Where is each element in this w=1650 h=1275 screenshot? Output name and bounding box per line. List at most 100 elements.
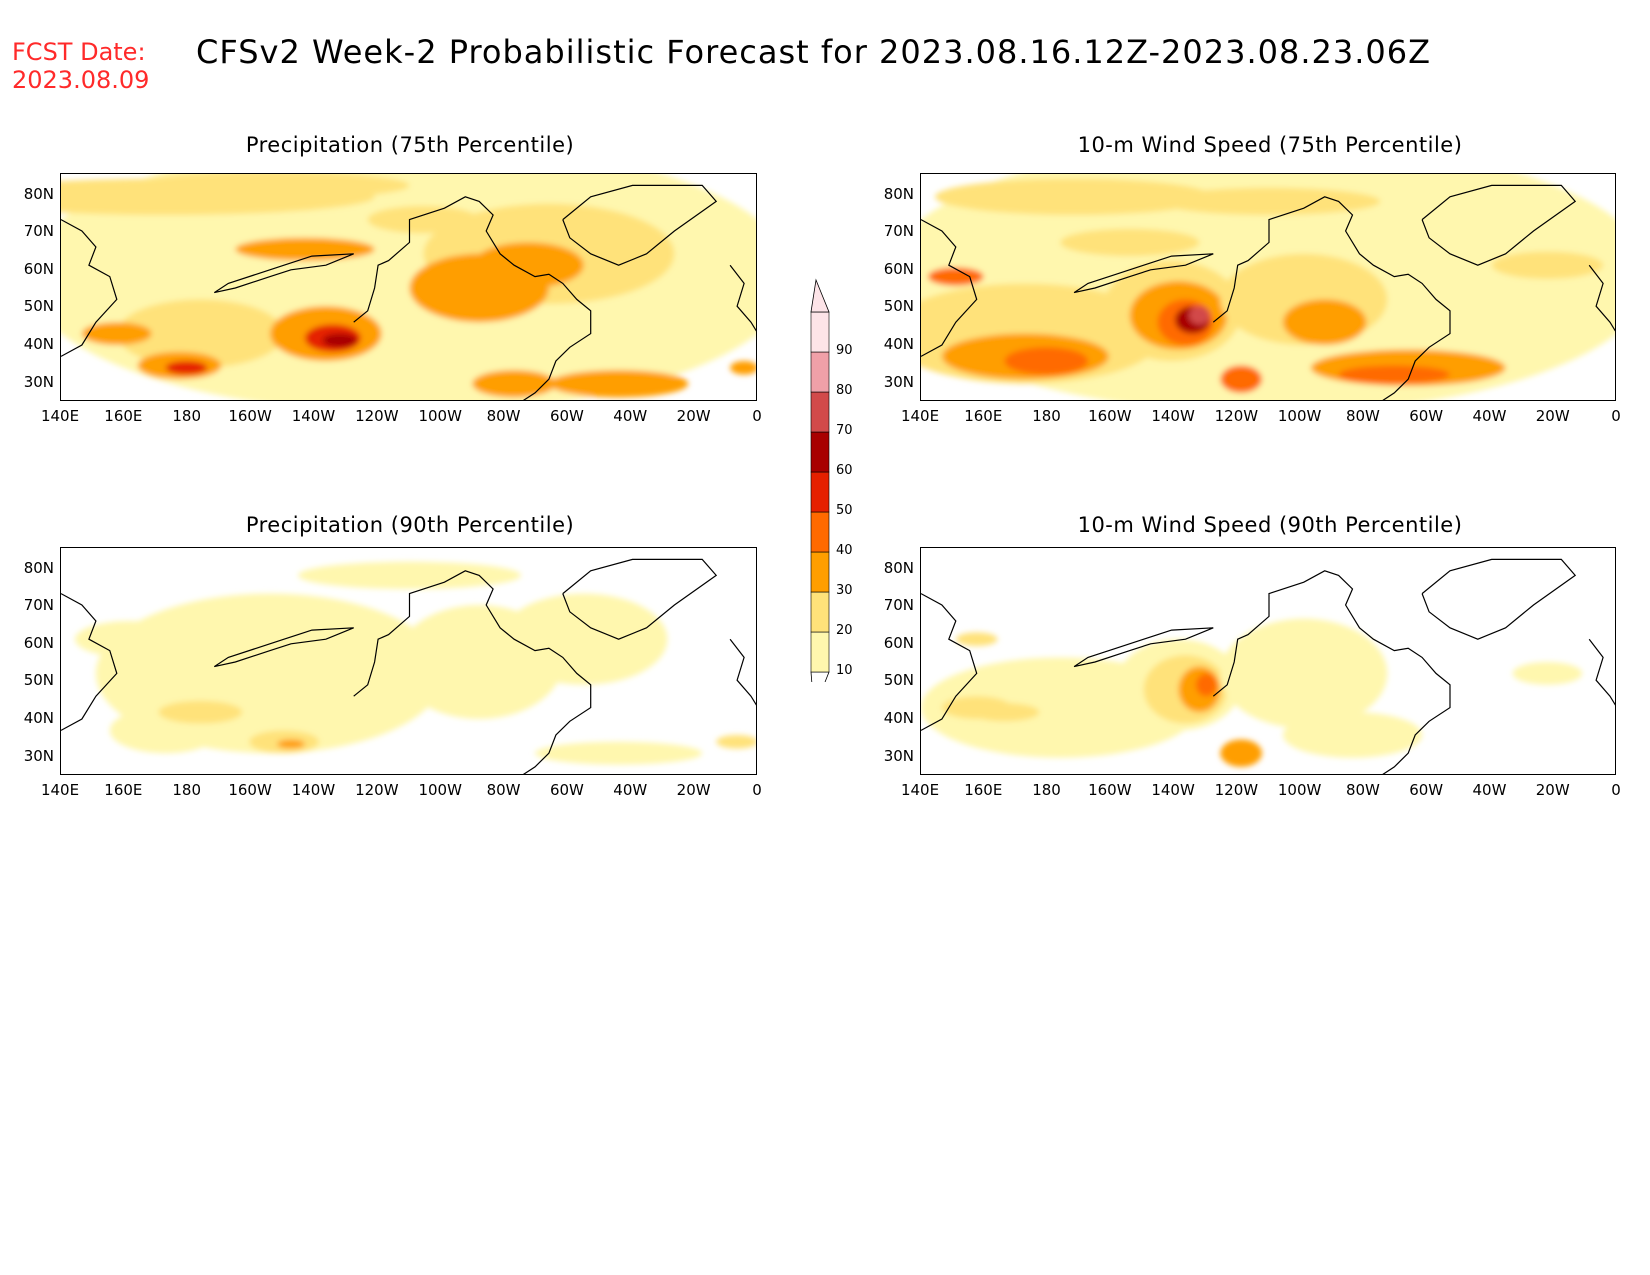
lon-tick-label: 0 xyxy=(752,407,762,425)
coastline xyxy=(213,253,354,294)
lon-tick-label: 120W xyxy=(1214,407,1259,425)
probability-contour xyxy=(81,322,152,345)
panel-title-precip-90: Precipitation (90th Percentile) xyxy=(245,513,575,537)
coastline xyxy=(1073,627,1214,668)
lat-tick-label: 70N xyxy=(23,222,54,241)
lon-tick-label: 80W xyxy=(1345,781,1380,799)
colorbar-label: 10 xyxy=(836,663,853,678)
coastline xyxy=(61,593,118,731)
lon-tick-label: 40W xyxy=(613,407,648,425)
coastline xyxy=(1421,558,1577,640)
coastline xyxy=(353,570,592,774)
probability-contour xyxy=(74,620,187,658)
lon-tick-label: 160E xyxy=(104,407,143,425)
lon-tick-label: 100W xyxy=(418,407,462,425)
lon-tick-label: 120W xyxy=(1214,781,1259,799)
coastline xyxy=(921,219,978,357)
lat-tick-label: 50N xyxy=(883,671,914,690)
map-canvas xyxy=(921,558,1615,774)
probability-contour xyxy=(548,370,689,398)
lon-tick-label: 140E xyxy=(40,407,80,425)
probability-contour xyxy=(534,741,703,765)
lon-tick-label: 180 xyxy=(1032,407,1061,425)
colorbar-label: 40 xyxy=(836,543,853,558)
panel-title-wind-75: 10-m Wind Speed (75th Percentile) xyxy=(1077,133,1463,157)
lon-tick-label: 180 xyxy=(172,407,202,425)
probability-contour xyxy=(1195,673,1217,697)
coastline xyxy=(1212,570,1451,774)
probability-contour xyxy=(130,174,410,200)
probability-contour xyxy=(472,242,584,288)
lon-tick-label: 160E xyxy=(964,407,1003,425)
lat-tick-label: 30N xyxy=(23,372,54,391)
probability-contour xyxy=(1512,662,1583,685)
lat-tick-label: 60N xyxy=(883,633,914,652)
lat-tick-label: 60N xyxy=(23,633,54,652)
panel-title-precip-75: Precipitation (75th Percentile) xyxy=(245,133,575,157)
lon-tick-label: 20W xyxy=(676,407,711,425)
lat-tick-label: 80N xyxy=(883,184,914,203)
colorbar: 10 20 30 40 50 60 70 80 90 xyxy=(810,272,880,711)
lat-tick-label: 80N xyxy=(23,558,54,577)
page-title: CFSv2 Week-2 Probabilistic Forecast for … xyxy=(196,33,1432,71)
lon-tick-label: 180 xyxy=(1032,781,1061,799)
forecast-date: FCST Date: 2023.08.09 xyxy=(12,38,149,94)
lon-tick-label: 60W xyxy=(549,781,584,799)
probability-contour xyxy=(297,561,522,590)
lon-tick-label: 120W xyxy=(355,407,399,425)
lon-tick-label: 80W xyxy=(486,781,521,799)
lat-tick-label: 30N xyxy=(883,372,914,391)
lon-tick-label: 140W xyxy=(291,781,336,799)
lon-tick-label: 160E xyxy=(104,781,143,799)
lon-tick-label: 60W xyxy=(549,407,584,425)
colorbar-segment xyxy=(810,511,830,553)
lat-tick-label: 40N xyxy=(883,335,914,353)
colorbar-segment xyxy=(810,351,830,393)
lon-tick-label: 100W xyxy=(1277,407,1322,425)
colorbar-segment xyxy=(810,311,830,353)
colorbar-segment xyxy=(810,391,830,433)
lon-tick-label: 140E xyxy=(900,781,940,799)
lat-tick-label: 70N xyxy=(23,596,54,615)
map-precip-75 xyxy=(60,173,757,401)
probability-contour xyxy=(955,632,998,647)
lon-tick-label: 140E xyxy=(900,407,940,425)
coastline xyxy=(353,196,592,400)
colorbar-segment xyxy=(810,471,830,513)
lat-tick-label: 70N xyxy=(883,222,914,241)
lon-tick-label: 100W xyxy=(1277,781,1322,799)
colorbar-label: 90 xyxy=(836,343,853,358)
lon-tick-label: 100W xyxy=(418,781,462,799)
coastline xyxy=(921,593,978,731)
map-wind-75 xyxy=(920,173,1616,401)
lon-tick-label: 40W xyxy=(1472,781,1507,799)
probability-contour xyxy=(730,360,756,375)
lon-tick-label: 40W xyxy=(613,781,648,799)
coastline xyxy=(1588,638,1615,706)
lon-tick-label: 20W xyxy=(676,781,711,799)
map-wind-90 xyxy=(920,547,1616,775)
lat-tick-label: 30N xyxy=(23,746,54,765)
probability-contour xyxy=(1220,365,1263,393)
lon-tick-label: 160W xyxy=(228,781,272,799)
probability-contour xyxy=(927,267,984,286)
lat-tick-label: 40N xyxy=(883,709,914,727)
probability-contour xyxy=(1282,712,1423,758)
probability-contour xyxy=(472,370,556,398)
probability-contour xyxy=(1282,299,1367,345)
colorbar-label: 60 xyxy=(836,463,853,478)
coastline xyxy=(562,184,718,266)
lon-tick-label: 140W xyxy=(1151,407,1195,425)
lat-tick-label: 50N xyxy=(23,671,54,690)
probability-contour xyxy=(716,734,756,749)
lat-tick-label: 60N xyxy=(883,259,914,278)
lon-tick-label: 120W xyxy=(355,781,399,799)
colorbar-segment xyxy=(810,631,830,673)
colorbar-upper-cap xyxy=(810,278,830,313)
lon-tick-label: 20W xyxy=(1535,781,1570,799)
probability-contour xyxy=(116,299,285,368)
lon-tick-label: 140W xyxy=(291,407,336,425)
lon-tick-label: 0 xyxy=(1611,407,1621,425)
probability-contour xyxy=(1157,187,1381,216)
lon-tick-label: 140W xyxy=(1151,781,1195,799)
